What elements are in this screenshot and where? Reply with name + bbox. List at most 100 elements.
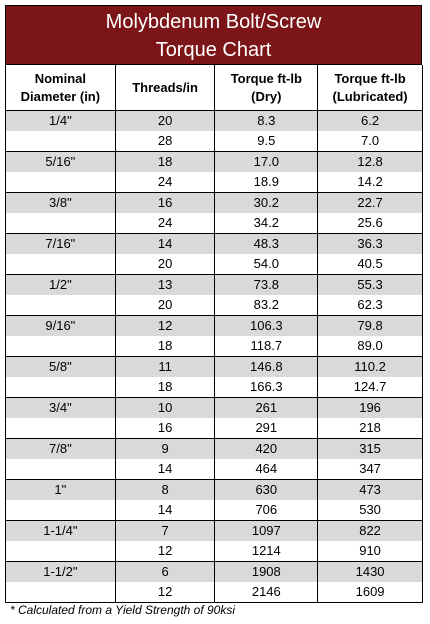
diameter-cell: [5, 500, 116, 521]
table-cell: 12: [114, 315, 216, 336]
table-row: 24 18.9 14.2: [5, 172, 423, 193]
header-line: Diameter (in): [20, 88, 101, 104]
table-row: 9/16" 12 106.3 79.8: [5, 315, 423, 336]
diameter-cell: [5, 336, 116, 357]
table-cell: 24: [114, 172, 216, 193]
diameter-cell: 1-1/4": [5, 520, 116, 541]
table-cell: 347: [317, 459, 423, 480]
table-row: 14 706 530: [5, 500, 423, 521]
table-cell: 261: [214, 397, 319, 418]
table-row: 5/8" 11 146.8 110.2: [5, 356, 423, 377]
table-row: 28 9.5 7.0: [5, 131, 423, 152]
column-header: Torque ft-lb (Dry): [214, 65, 319, 111]
table-cell: 18: [114, 377, 216, 398]
diameter-cell: [5, 295, 116, 316]
table-row: 12 2146 1609: [5, 582, 423, 603]
table-cell: 14: [114, 233, 216, 254]
table-cell: 62.3: [317, 295, 423, 316]
diameter-cell: 5/16": [5, 151, 116, 172]
diameter-cell: [5, 541, 116, 562]
table-cell: 124.7: [317, 377, 423, 398]
table-cell: 473: [317, 479, 423, 500]
table-body: 1/4" 20 8.3 6.2 28 9.5 7.0 5/16" 18 17.0 12.8 24 18.…: [5, 110, 423, 603]
table-cell: 464: [214, 459, 319, 480]
table-row: 1-1/4" 7 1097 822: [5, 520, 423, 541]
table-cell: 54.0: [214, 254, 319, 275]
table-row: 1" 8 630 473: [5, 479, 423, 500]
header-line: (Lubricated): [332, 88, 408, 104]
table-cell: 8: [114, 479, 216, 500]
table-cell: 55.3: [317, 274, 423, 295]
table-row: 3/4" 10 261 196: [5, 397, 423, 418]
diameter-cell: 3/8": [5, 192, 116, 213]
table-row: 14 464 347: [5, 459, 423, 480]
table-cell: 706: [214, 500, 319, 521]
diameter-cell: 1": [5, 479, 116, 500]
table-cell: 822: [317, 520, 423, 541]
table-cell: 40.5: [317, 254, 423, 275]
table-cell: 7.0: [317, 131, 423, 152]
table-cell: 13: [114, 274, 216, 295]
diameter-cell: [5, 459, 116, 480]
diameter-cell: 1/4": [5, 110, 116, 131]
table-cell: 22.7: [317, 192, 423, 213]
table-cell: 25.6: [317, 213, 423, 234]
diameter-cell: [5, 172, 116, 193]
column-header: Nominal Diameter (in): [5, 65, 116, 111]
table-cell: 48.3: [214, 233, 319, 254]
header-line: Threads/in: [132, 79, 198, 95]
table-row: 1/4" 20 8.3 6.2: [5, 110, 423, 131]
table-cell: 28: [114, 131, 216, 152]
diameter-cell: [5, 418, 116, 439]
table-cell: 630: [214, 479, 319, 500]
table-cell: 9.5: [214, 131, 319, 152]
table-cell: 196: [317, 397, 423, 418]
table-row: 18 166.3 124.7: [5, 377, 423, 398]
table-cell: 9: [114, 438, 216, 459]
table-cell: 18.9: [214, 172, 319, 193]
table-cell: 8.3: [214, 110, 319, 131]
table-row: 5/16" 18 17.0 12.8: [5, 151, 423, 172]
table-row: 18 118.7 89.0: [5, 336, 423, 357]
table-cell: 910: [317, 541, 423, 562]
table-cell: 18: [114, 336, 216, 357]
diameter-cell: [5, 131, 116, 152]
table-cell: 12: [114, 541, 216, 562]
table-row: 20 83.2 62.3: [5, 295, 423, 316]
table-cell: 20: [114, 295, 216, 316]
table-cell: 14: [114, 500, 216, 521]
table-row: 24 34.2 25.6: [5, 213, 423, 234]
table-cell: 6: [114, 561, 216, 582]
diameter-cell: [5, 254, 116, 275]
table-cell: 118.7: [214, 336, 319, 357]
table-cell: 420: [214, 438, 319, 459]
table-cell: 530: [317, 500, 423, 521]
table-cell: 110.2: [317, 356, 423, 377]
table-cell: 1908: [214, 561, 319, 582]
table-cell: 20: [114, 110, 216, 131]
table-cell: 16: [114, 418, 216, 439]
table-row: 1/2" 13 73.8 55.3: [5, 274, 423, 295]
table-cell: 18: [114, 151, 216, 172]
table-cell: 73.8: [214, 274, 319, 295]
table-cell: 218: [317, 418, 423, 439]
table-row: 16 291 218: [5, 418, 423, 439]
diameter-cell: [5, 213, 116, 234]
table-cell: 34.2: [214, 213, 319, 234]
header-line: Torque ft-lb: [334, 70, 406, 86]
table-cell: 7: [114, 520, 216, 541]
table-cell: 10: [114, 397, 216, 418]
header-row: Nominal Diameter (in) Threads/in Torque ft-…: [5, 65, 423, 111]
table-row: 20 54.0 40.5: [5, 254, 423, 275]
diameter-cell: 3/4": [5, 397, 116, 418]
table-row: 7/8" 9 420 315: [5, 438, 423, 459]
table-cell: 106.3: [214, 315, 319, 336]
table-row: 1-1/2" 6 1908 1430: [5, 561, 423, 582]
table-cell: 36.3: [317, 233, 423, 254]
table-cell: 30.2: [214, 192, 319, 213]
table-cell: 315: [317, 438, 423, 459]
diameter-cell: 5/8": [5, 356, 116, 377]
table-cell: 166.3: [214, 377, 319, 398]
table-cell: 11: [114, 356, 216, 377]
